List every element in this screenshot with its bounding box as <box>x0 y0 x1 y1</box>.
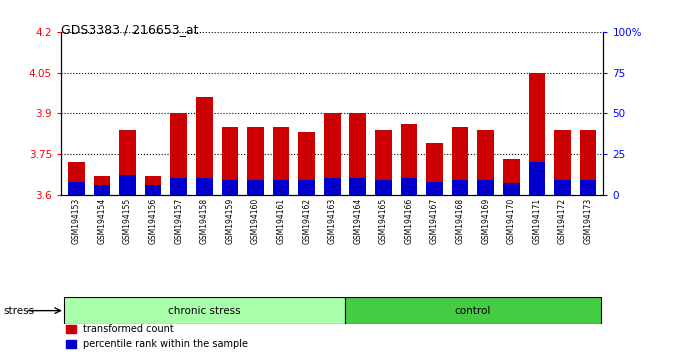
Bar <box>503 183 519 195</box>
Text: GSM194166: GSM194166 <box>405 198 414 245</box>
Bar <box>529 162 545 195</box>
Bar <box>324 178 340 195</box>
Bar <box>375 130 392 195</box>
Bar <box>145 176 161 195</box>
Bar <box>196 178 213 195</box>
Bar <box>68 162 85 195</box>
Text: GSM194161: GSM194161 <box>277 198 285 244</box>
Bar <box>345 297 601 324</box>
Bar <box>222 127 238 195</box>
Bar <box>247 127 264 195</box>
Text: GSM194153: GSM194153 <box>72 198 81 245</box>
Bar <box>401 178 417 195</box>
Text: GSM194156: GSM194156 <box>148 198 157 245</box>
Bar <box>222 180 238 195</box>
Bar <box>452 180 468 195</box>
Bar <box>298 132 315 195</box>
Legend: transformed count, percentile rank within the sample: transformed count, percentile rank withi… <box>66 324 248 349</box>
Text: GSM194160: GSM194160 <box>251 198 260 245</box>
Text: GSM194173: GSM194173 <box>584 198 593 245</box>
Bar <box>119 130 136 195</box>
Bar <box>298 180 315 195</box>
Bar <box>324 113 340 195</box>
Text: GSM194170: GSM194170 <box>507 198 516 245</box>
Bar <box>273 180 290 195</box>
Bar <box>145 185 161 195</box>
Bar <box>94 185 111 195</box>
Bar <box>477 130 494 195</box>
Text: GSM194162: GSM194162 <box>302 198 311 244</box>
Text: stress: stress <box>3 306 35 316</box>
Text: GSM194155: GSM194155 <box>123 198 132 245</box>
Bar <box>426 143 443 195</box>
Bar <box>477 180 494 195</box>
Bar <box>426 182 443 195</box>
Text: GSM194158: GSM194158 <box>200 198 209 244</box>
Bar <box>580 130 597 195</box>
Bar <box>119 175 136 195</box>
Bar <box>68 182 85 195</box>
Bar <box>247 180 264 195</box>
Text: GDS3383 / 216653_at: GDS3383 / 216653_at <box>61 23 199 36</box>
Text: chronic stress: chronic stress <box>168 306 241 316</box>
Bar <box>503 159 519 195</box>
Text: GSM194164: GSM194164 <box>353 198 362 245</box>
Text: control: control <box>455 306 491 316</box>
Bar <box>554 130 571 195</box>
Text: GSM194157: GSM194157 <box>174 198 183 245</box>
Text: GSM194163: GSM194163 <box>327 198 337 245</box>
Text: GSM194159: GSM194159 <box>225 198 235 245</box>
Bar <box>349 178 366 195</box>
Bar <box>349 113 366 195</box>
Text: GSM194168: GSM194168 <box>456 198 464 244</box>
Bar <box>64 297 345 324</box>
Bar <box>401 124 417 195</box>
Text: GSM194172: GSM194172 <box>558 198 567 244</box>
Bar <box>273 127 290 195</box>
Bar <box>94 176 111 195</box>
Bar <box>452 127 468 195</box>
Text: GSM194171: GSM194171 <box>532 198 542 244</box>
Text: GSM194167: GSM194167 <box>430 198 439 245</box>
Text: GSM194165: GSM194165 <box>379 198 388 245</box>
Bar <box>375 180 392 195</box>
Text: GSM194154: GSM194154 <box>98 198 106 245</box>
Bar <box>554 180 571 195</box>
Text: GSM194169: GSM194169 <box>481 198 490 245</box>
Bar <box>170 113 187 195</box>
Bar <box>170 178 187 195</box>
Bar <box>196 97 213 195</box>
Bar <box>580 180 597 195</box>
Bar <box>529 73 545 195</box>
